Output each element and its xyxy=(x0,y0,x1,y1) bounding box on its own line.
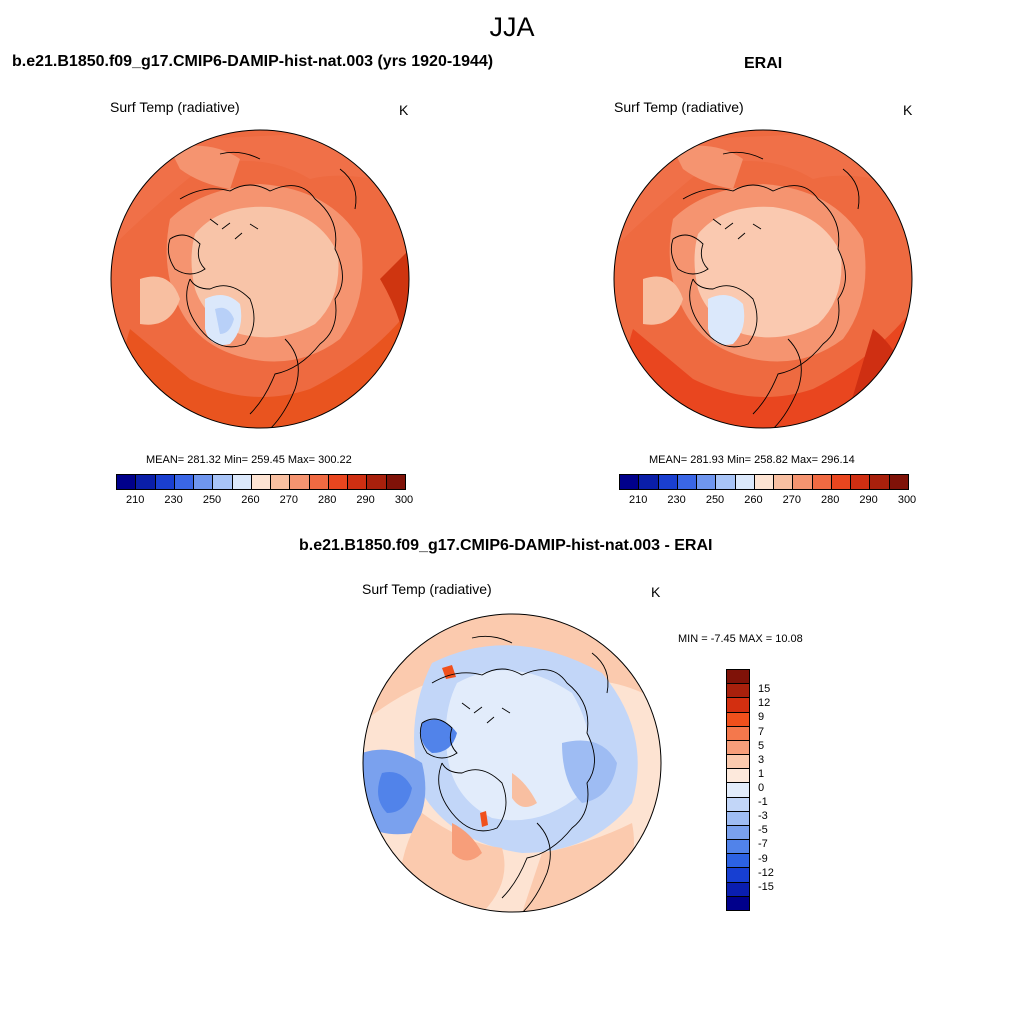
colorbar-swatch xyxy=(735,475,755,489)
colorbar-swatch xyxy=(727,783,749,798)
panel2-unit-label: K xyxy=(903,102,913,118)
colorbar-swatch xyxy=(697,475,717,489)
colorbar-swatch xyxy=(136,475,156,489)
colorbar-tick-label: 280 xyxy=(821,494,840,506)
colorbar-swatch xyxy=(851,475,871,489)
colorbar-tick-label: -7 xyxy=(758,838,768,851)
colorbar-swatch xyxy=(727,712,749,727)
colorbar-tick-label: -9 xyxy=(758,852,768,865)
colorbar-tick-label: -1 xyxy=(758,796,768,809)
colorbar-tick-label: -15 xyxy=(758,880,774,893)
colorbar-swatch xyxy=(639,475,659,489)
panel3-unit-label: K xyxy=(651,584,661,600)
colorbar-swatch xyxy=(658,475,678,489)
colorbar-swatch xyxy=(793,475,813,489)
colorbar-swatch xyxy=(620,475,640,489)
colorbar-tick-label: 260 xyxy=(241,494,260,506)
colorbar-swatch xyxy=(727,854,749,869)
panel3-variable-label: Surf Temp (radiative) xyxy=(362,581,492,597)
colorbar-tick-label: -3 xyxy=(758,810,768,823)
colorbar-tick-label: 210 xyxy=(126,494,145,506)
colorbar-swatch xyxy=(727,684,749,699)
colorbar-swatch xyxy=(213,475,233,489)
colorbar-swatch xyxy=(870,475,890,489)
colorbar-swatch xyxy=(309,475,329,489)
colorbar-swatch xyxy=(716,475,736,489)
colorbar-swatch xyxy=(727,896,749,910)
colorbar-tick-label: 230 xyxy=(667,494,686,506)
colorbar-tick-label: 270 xyxy=(279,494,298,506)
colorbar-swatch xyxy=(232,475,252,489)
colorbar-swatch xyxy=(831,475,852,489)
season-title: JJA xyxy=(489,12,535,42)
panel2-title: ERAI xyxy=(744,55,783,72)
panel1-title: b.e21.B1850.f09_g17.CMIP6-DAMIP-hist-nat… xyxy=(12,53,494,70)
colorbar-swatch xyxy=(194,475,214,489)
colorbar-tick-label: 9 xyxy=(758,711,765,724)
panel3-stats: MIN = -7.45 MAX = 10.08 xyxy=(678,633,803,645)
colorbar-tick-label: 260 xyxy=(744,494,763,506)
colorbar-swatch xyxy=(727,726,749,741)
colorbar-tick-label: 1 xyxy=(758,767,765,780)
colorbar-tick-label: 300 xyxy=(897,494,917,506)
panel2-variable-label: Surf Temp (radiative) xyxy=(614,99,744,115)
colorbar-tick-label: 210 xyxy=(629,494,648,506)
colorbar-swatch xyxy=(727,868,749,883)
colorbar-swatch xyxy=(328,475,349,489)
colorbar-swatch xyxy=(727,882,749,897)
colorbar-swatch xyxy=(677,475,698,489)
colorbar-swatch xyxy=(271,475,291,489)
colorbar-swatch xyxy=(727,755,749,770)
colorbar-swatch xyxy=(727,797,749,812)
colorbar-swatch xyxy=(727,825,749,841)
colorbar-swatch xyxy=(155,475,175,489)
colorbar-swatch xyxy=(727,840,749,855)
colorbar-tick-label: 12 xyxy=(758,697,771,710)
panel1-unit-label: K xyxy=(399,102,409,118)
colorbar-swatch xyxy=(727,698,749,713)
panel2-stats: MEAN= 281.93 Min= 258.82 Max= 296.14 xyxy=(649,454,855,466)
panel1-polar-map xyxy=(110,129,410,429)
colorbar-swatch xyxy=(348,475,368,489)
colorbar-swatch xyxy=(774,475,794,489)
colorbar-tick-label: 300 xyxy=(394,494,414,506)
colorbar-tick-label: 7 xyxy=(758,725,765,738)
colorbar-swatch xyxy=(727,769,749,784)
colorbar-tick-label: 3 xyxy=(758,753,765,766)
colorbar-swatch xyxy=(889,475,908,489)
colorbar-swatch xyxy=(251,475,272,489)
colorbar-swatch xyxy=(367,475,387,489)
colorbar-tick-label: 290 xyxy=(356,494,375,506)
colorbar-tick-label: 15 xyxy=(758,683,771,696)
panel2-polar-map xyxy=(613,129,913,429)
panel3-polar-map xyxy=(362,613,662,913)
colorbar-tick-label: 250 xyxy=(202,494,222,506)
colorbar-tick-label: 250 xyxy=(705,494,725,506)
colorbar-tick-label: -12 xyxy=(758,866,774,879)
colorbar-tick-label: 270 xyxy=(782,494,801,506)
panel3-colorbar xyxy=(726,669,750,911)
colorbar-swatch xyxy=(727,740,749,756)
colorbar-swatch xyxy=(117,475,137,489)
colorbar-swatch xyxy=(174,475,195,489)
colorbar-swatch xyxy=(812,475,832,489)
colorbar-swatch xyxy=(727,670,749,685)
colorbar-swatch xyxy=(386,475,405,489)
panel1-stats: MEAN= 281.32 Min= 259.45 Max= 300.22 xyxy=(146,454,352,466)
panel1-variable-label: Surf Temp (radiative) xyxy=(110,99,240,115)
colorbar-tick-label: 5 xyxy=(758,739,765,752)
panel1-colorbar xyxy=(116,474,406,490)
colorbar-tick-label: 0 xyxy=(758,782,765,794)
colorbar-swatch xyxy=(290,475,310,489)
colorbar-tick-label: 230 xyxy=(164,494,183,506)
colorbar-swatch xyxy=(754,475,775,489)
panel3-title: b.e21.B1850.f09_g17.CMIP6-DAMIP-hist-nat… xyxy=(299,537,713,554)
colorbar-tick-label: 280 xyxy=(318,494,337,506)
colorbar-tick-label: -5 xyxy=(758,824,768,837)
panel2-colorbar xyxy=(619,474,909,490)
colorbar-tick-label: 290 xyxy=(859,494,878,506)
colorbar-swatch xyxy=(727,811,749,826)
